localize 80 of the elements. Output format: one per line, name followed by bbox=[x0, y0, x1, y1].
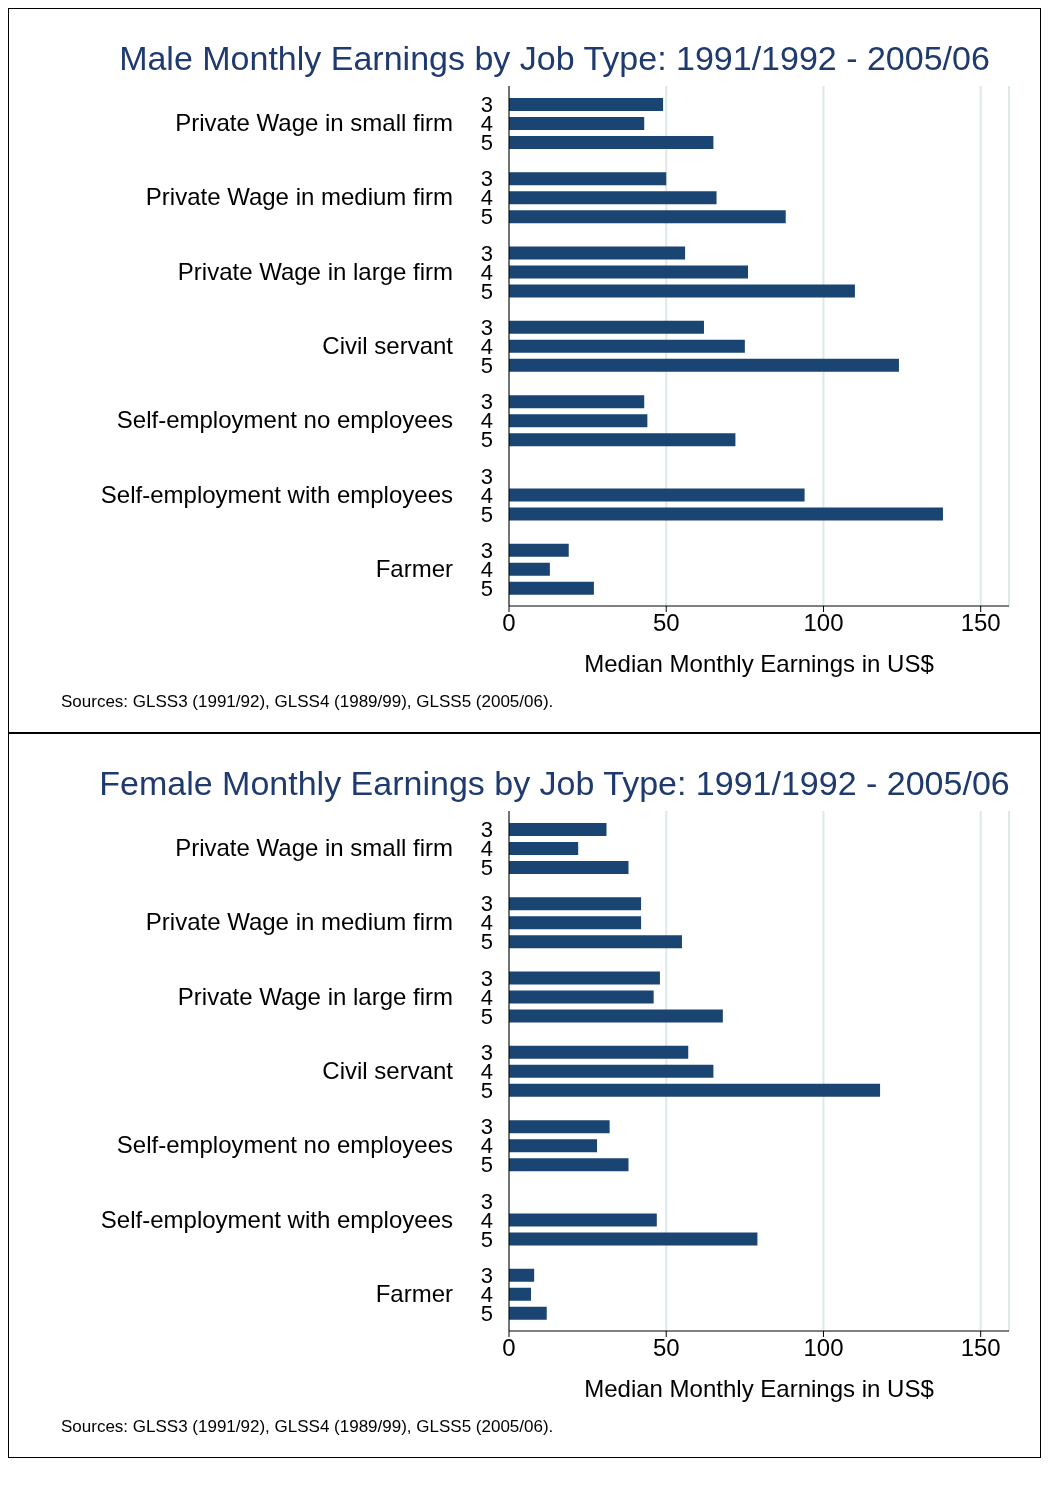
y-tick-label: Farmer bbox=[375, 554, 453, 582]
bar bbox=[509, 1064, 714, 1078]
bar bbox=[509, 117, 645, 130]
x-tick-label: 50 bbox=[652, 609, 680, 637]
bar bbox=[509, 488, 805, 502]
text: 3 bbox=[480, 537, 493, 563]
text: 3 bbox=[480, 240, 493, 266]
bar bbox=[509, 1306, 547, 1320]
text: 5 bbox=[480, 204, 493, 230]
bar bbox=[509, 1139, 598, 1153]
y-tick-label: Private Wage in large firm bbox=[177, 257, 453, 285]
y-tick-label: Private Wage in small firm bbox=[175, 109, 453, 137]
x-tick-label: 150 bbox=[960, 1334, 1001, 1362]
bar bbox=[509, 842, 579, 855]
x-tick-label: 0 bbox=[502, 609, 516, 637]
bar bbox=[509, 581, 594, 595]
bar bbox=[509, 1287, 532, 1301]
bar bbox=[509, 1120, 610, 1134]
bar bbox=[509, 543, 569, 557]
bar bbox=[509, 1045, 689, 1059]
bar bbox=[509, 265, 748, 279]
bar bbox=[509, 395, 645, 409]
bar bbox=[509, 433, 736, 447]
x-tick-label: 100 bbox=[803, 1334, 844, 1362]
bar bbox=[509, 897, 642, 911]
x-tick-label: 100 bbox=[803, 609, 844, 637]
y-tick-label: Self-employment with employees bbox=[100, 1205, 453, 1233]
x-tick-label: 50 bbox=[652, 1334, 680, 1362]
y-tick-label: Private Wage in medium firm bbox=[145, 908, 453, 936]
chart-title: Male Monthly Earnings by Job Type: 1991/1992 - 2005/06 bbox=[118, 38, 991, 78]
y-tick-label: Self-employment no employees bbox=[116, 1131, 453, 1159]
y-tick-label: Civil servant bbox=[322, 1057, 454, 1084]
bar bbox=[509, 210, 786, 224]
bar bbox=[509, 320, 704, 334]
text: 5 bbox=[480, 929, 493, 955]
bar bbox=[509, 823, 607, 836]
source-note: Sources: GLSS3 (1991/92), GLSS4 (1989/99), GLSS5 (2005/06). bbox=[61, 692, 555, 712]
series-label: 5 bbox=[480, 130, 493, 156]
bar bbox=[509, 284, 855, 298]
text: 3 bbox=[480, 965, 493, 991]
series-label: 5 bbox=[480, 855, 493, 881]
bar bbox=[509, 414, 648, 428]
bar bbox=[509, 990, 654, 1004]
y-tick-label: Farmer bbox=[375, 1279, 453, 1307]
text: 3 bbox=[480, 1188, 493, 1214]
bar bbox=[509, 136, 714, 149]
bar bbox=[509, 1083, 881, 1097]
bar bbox=[509, 98, 664, 111]
bar bbox=[509, 507, 943, 521]
bar bbox=[509, 935, 682, 949]
text: 5 bbox=[480, 427, 493, 453]
bar bbox=[509, 172, 667, 186]
bar bbox=[509, 1213, 657, 1227]
y-tick-label: Private Wage in medium firm bbox=[145, 183, 453, 211]
bar bbox=[509, 358, 899, 372]
bar bbox=[509, 1158, 629, 1172]
y-tick-label: Private Wage in large firm bbox=[177, 982, 453, 1010]
y-tick-label: Self-employment with employees bbox=[100, 480, 453, 508]
y-tick-label: Private Wage in small firm bbox=[175, 834, 453, 862]
bar bbox=[509, 971, 660, 985]
bar bbox=[509, 1268, 535, 1282]
bar bbox=[509, 562, 550, 576]
bar bbox=[509, 246, 686, 260]
x-tick-label: 0 bbox=[502, 1334, 516, 1362]
text: 5 bbox=[480, 1152, 493, 1178]
bar bbox=[509, 191, 717, 205]
bar bbox=[509, 1009, 723, 1023]
chart-title: Female Monthly Earnings by Job Type: 1991/1992 - 2005/06 bbox=[98, 763, 1011, 803]
text: 3 bbox=[480, 463, 493, 489]
x-axis-title: Median Monthly Earnings in US$ bbox=[584, 650, 934, 677]
y-tick-label: Self-employment no employees bbox=[116, 406, 453, 434]
y-tick-label: Civil servant bbox=[322, 332, 454, 359]
bar bbox=[509, 339, 745, 353]
bar bbox=[509, 916, 642, 930]
source-note: Sources: GLSS3 (1991/92), GLSS4 (1989/99), GLSS5 (2005/06). bbox=[61, 1417, 555, 1437]
bar bbox=[509, 861, 629, 874]
x-axis-title: Median Monthly Earnings in US$ bbox=[584, 1375, 934, 1402]
x-tick-label: 150 bbox=[960, 609, 1001, 637]
bar bbox=[509, 1232, 758, 1246]
text: 3 bbox=[480, 1262, 493, 1288]
